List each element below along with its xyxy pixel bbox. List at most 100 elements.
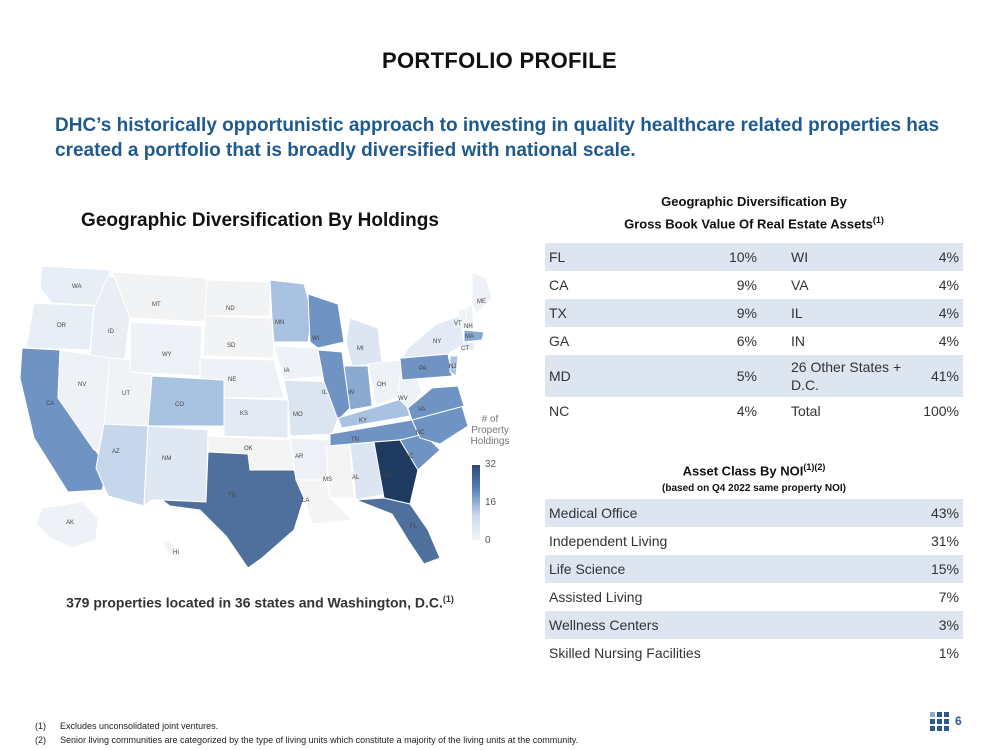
table-row: Life Science 15%: [545, 555, 963, 583]
state-label-il: IL: [322, 390, 328, 396]
state-label-wv: WV: [398, 396, 408, 402]
table-row: CA 9% VA 4%: [549, 277, 959, 293]
table-row: Wellness Centers 3%: [545, 611, 963, 639]
state-label-nh: NH: [464, 324, 473, 330]
state-label-az: AZ: [112, 449, 120, 455]
table-row: Skilled Nursing Facilities 1%: [549, 645, 959, 661]
state-label-or: OR: [57, 323, 67, 329]
state-label-in: IN: [348, 390, 354, 396]
state-label-mo: MO: [293, 412, 303, 418]
state-wa: [39, 265, 111, 307]
state-label-ms: MS: [323, 477, 332, 483]
map-title: Geographic Diversification By Holdings: [81, 210, 439, 231]
state-ga: [373, 439, 419, 505]
state-label-mt: MT: [152, 302, 161, 308]
state-la: [295, 479, 354, 525]
state-or: [25, 302, 95, 351]
state-label-va: VA: [418, 407, 426, 413]
geo-table-title: Geographic Diversification By Gross Book…: [624, 194, 884, 232]
state-ms: [325, 443, 355, 499]
state-label-mn: MN: [275, 320, 284, 326]
state-label-ak: AK: [66, 520, 74, 526]
us-map-svg: WA OR ID MT ND SD WY NE NV UT CO KS CA A…: [19, 265, 493, 569]
state-label-nv: NV: [78, 382, 86, 388]
state-label-ky: KY: [359, 418, 367, 424]
state-co: [147, 375, 225, 427]
state-label-nd: ND: [226, 306, 235, 312]
table-row: FL 10% WI 4%: [545, 243, 963, 271]
state-label-ne: NE: [228, 377, 236, 383]
noi-table-title: Asset Class By NOI(1)(2) (based on Q4 20…: [662, 462, 846, 495]
geo-diversification-table: FL 10% WI 4% CA 9% VA 4% TX 9% IL 4% GA …: [545, 243, 963, 425]
table-row: Assisted Living 7%: [549, 589, 959, 605]
table-row: Medical Office 43%: [545, 499, 963, 527]
state-mn: [269, 279, 313, 343]
state-wi: [307, 293, 345, 349]
state-label-vt: VT: [454, 321, 462, 327]
table-row: NC 4% Total 100%: [549, 403, 959, 419]
state-nm: [143, 425, 209, 508]
legend-tick-max: 32: [485, 459, 497, 470]
state-label-co: CO: [175, 402, 184, 408]
state-label-la: LA: [302, 498, 309, 504]
state-label-nc: NC: [416, 430, 425, 436]
state-label-al: AL: [352, 475, 360, 481]
state-label-nj: NJ: [449, 364, 456, 370]
state-label-tx: TX: [228, 493, 236, 499]
state-label-ca: CA: [46, 401, 54, 407]
footnote: (1) Excludes unconsolidated joint venture…: [35, 721, 219, 731]
state-nh: [465, 303, 475, 331]
table-row: MD 5% 26 Other States + D.C. 41%: [545, 355, 963, 397]
state-fl: [355, 497, 441, 565]
state-ma: [463, 329, 485, 343]
state-ct: [463, 341, 475, 351]
state-label-fl: FL: [410, 524, 418, 530]
state-sc: [399, 433, 441, 471]
state-label-ct: CT: [461, 346, 469, 352]
legend-title: # of Property Holdings: [470, 414, 510, 447]
page-title: PORTFOLIO PROFILE: [382, 48, 617, 73]
legend-tick-mid: 16: [485, 497, 497, 508]
state-in: [343, 365, 373, 411]
state-label-sc: SC: [405, 454, 414, 460]
state-il: [317, 349, 351, 421]
state-label-me: ME: [477, 299, 486, 305]
state-label-sd: SD: [227, 343, 236, 349]
state-labels: WA OR ID MT ND SD WY NE NV UT CO KS CA A…: [46, 284, 486, 556]
state-label-nm: NM: [162, 456, 171, 462]
state-label-mi: MI: [357, 346, 364, 352]
state-label-wy: WY: [162, 352, 172, 358]
state-label-wa: WA: [72, 284, 81, 290]
state-sd: [202, 315, 275, 359]
state-label-oh: OH: [377, 382, 386, 388]
state-wy: [129, 321, 203, 377]
table-row: Independent Living 31%: [549, 533, 959, 549]
state-label-ga: GA: [384, 473, 393, 479]
state-label-pa: PA: [419, 366, 427, 372]
company-logo-icon: [930, 712, 950, 732]
state-label-ma: MA: [465, 334, 474, 340]
state-mi: [345, 317, 383, 367]
state-label-hi: HI: [173, 550, 179, 556]
state-me: [471, 271, 493, 315]
state-nd: [204, 279, 271, 317]
footnotes: (1) Excludes unconsolidated joint venture…: [35, 719, 578, 747]
state-label-ar: AR: [295, 454, 304, 460]
legend-tick-min: 0: [485, 535, 491, 546]
state-label-id: ID: [108, 329, 115, 335]
table-row: GA 6% IN 4%: [549, 333, 959, 349]
page-number: 6: [955, 714, 962, 728]
state-ks: [223, 397, 289, 439]
state-hi: [161, 539, 183, 559]
state-label-wi: WI: [312, 336, 320, 342]
state-label-ks: KS: [240, 411, 248, 417]
us-map: WA OR ID MT ND SD WY NE NV UT CO KS CA A…: [12, 258, 512, 570]
state-ak: [35, 501, 99, 549]
state-az: [95, 423, 149, 507]
footnote: (2) Senior living communities are categor…: [35, 735, 579, 745]
state-tx: [160, 451, 305, 569]
state-label-ut: UT: [122, 391, 130, 397]
state-nj: [449, 355, 459, 377]
page-subtitle: DHC’s historically opportunistic approac…: [55, 115, 940, 161]
map-caption: 379 properties located in 36 states and …: [66, 594, 454, 611]
